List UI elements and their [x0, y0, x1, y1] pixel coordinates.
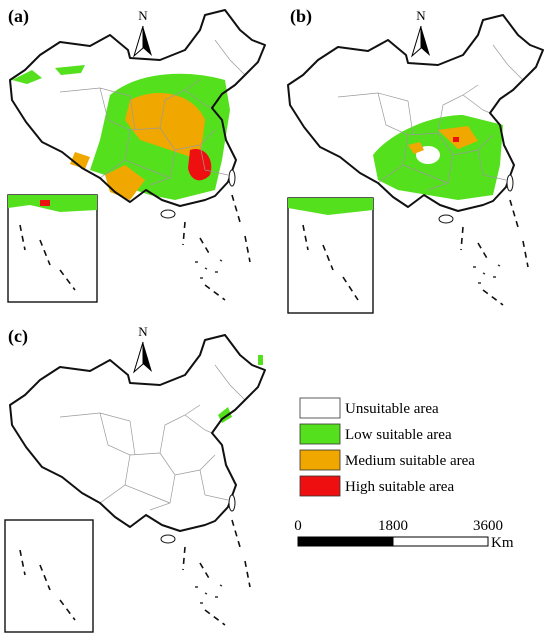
legend-label: Unsuitable area [345, 401, 439, 417]
north-label: N [416, 8, 426, 23]
panel-a [7, 9, 266, 303]
legend-swatch [299, 449, 341, 471]
north-label: N [138, 324, 148, 339]
scale-segment [392, 536, 489, 547]
panel-label: (b) [290, 6, 312, 27]
scale-tick-label: 1800 [378, 518, 408, 534]
scale-tick-label: 3600 [473, 518, 503, 534]
legend-label: Medium suitable area [345, 453, 475, 469]
panel-c [4, 334, 266, 633]
panel-label: (c) [8, 326, 28, 347]
north-label: N [138, 8, 148, 23]
legend-label: Low suitable area [345, 427, 452, 443]
legend-swatch [299, 475, 341, 497]
panel-label: (a) [8, 6, 29, 27]
scale-unit: Km [491, 535, 514, 551]
legend: Unsuitable area Low suitable area Medium s… [299, 397, 475, 497]
panel-b [287, 14, 544, 314]
scale-segment [297, 536, 394, 547]
legend-label: High suitable area [345, 479, 454, 495]
legend-swatch [299, 423, 341, 445]
scale-tick-label: 0 [294, 518, 302, 534]
north-arrow: N N N [133, 8, 430, 374]
legend-swatch [299, 397, 341, 419]
